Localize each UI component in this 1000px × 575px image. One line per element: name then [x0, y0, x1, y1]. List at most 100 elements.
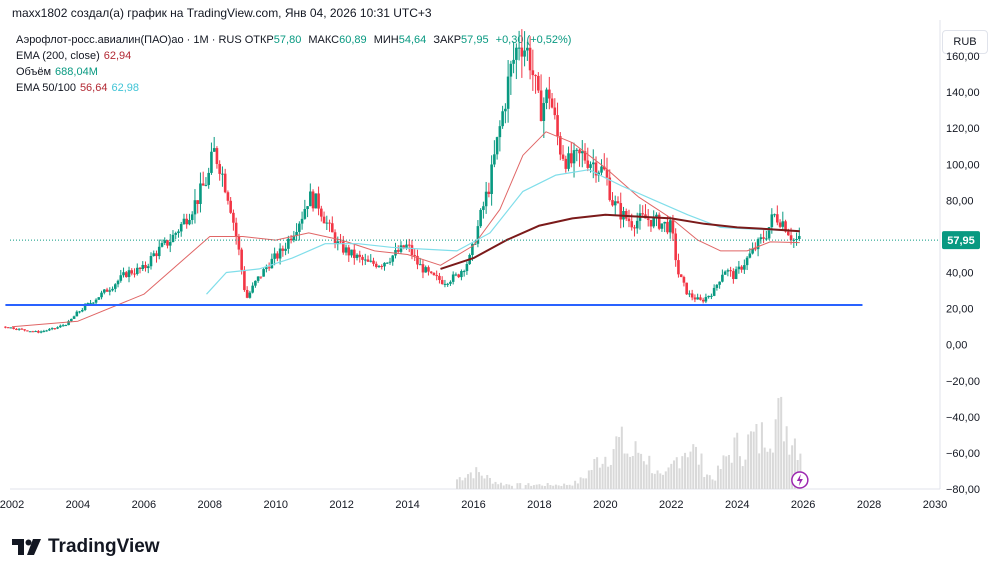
candle-body — [440, 279, 444, 284]
volume-bar — [722, 455, 725, 489]
candle-body — [199, 183, 202, 204]
candle-body — [314, 193, 318, 209]
volume-bar — [499, 482, 502, 489]
candle-body — [427, 267, 430, 272]
candle-body — [443, 283, 447, 285]
candle-body — [553, 107, 557, 116]
candle-body — [210, 151, 213, 173]
volume-bar — [582, 478, 585, 489]
candle-body — [710, 295, 713, 297]
chart-legend: Аэрофлот-росс.авиалин(ПАО)ао · 1M · RUS … — [16, 32, 571, 96]
candle-body — [103, 289, 106, 293]
candle-body — [402, 245, 406, 249]
volume-label: Объём — [16, 66, 52, 78]
candle-body — [635, 220, 639, 229]
candle-body — [542, 103, 546, 122]
volume-bar — [733, 437, 736, 489]
candle-body — [707, 295, 710, 298]
candle-body — [116, 280, 120, 285]
candle-body — [130, 270, 134, 274]
candle-body — [61, 325, 65, 327]
candle-body — [424, 267, 428, 273]
legend-ohlc-row[interactable]: Аэрофлот-росс.авиалин(ПАО)ао · 1M · RUS … — [16, 32, 571, 48]
tradingview-logo[interactable]: TradingView — [12, 536, 160, 558]
volume-bar — [458, 477, 461, 489]
candle-body — [641, 213, 645, 215]
symbol-name[interactable]: Аэрофлот-росс.авиалин(ПАО)ао · 1M · RUS — [16, 34, 242, 46]
candle-body — [762, 237, 765, 239]
y-tick-label: 80,00 — [946, 195, 974, 207]
candle-body — [479, 209, 482, 227]
candle-body — [421, 264, 425, 273]
brand-name: TradingView — [48, 536, 160, 557]
candle-body — [797, 236, 801, 239]
candle-body — [157, 246, 161, 257]
candle-body — [226, 192, 230, 201]
candle-body — [715, 284, 719, 288]
y-tick-label: 0,00 — [946, 340, 967, 352]
candle-body — [699, 297, 702, 300]
candle-body — [4, 326, 7, 328]
candle-body — [649, 219, 653, 227]
candle-body — [457, 274, 460, 278]
candle-body — [37, 331, 40, 333]
candle-body — [704, 297, 708, 302]
candle-body — [86, 303, 90, 305]
candle-body — [745, 257, 749, 266]
x-tick-label: 2014 — [395, 499, 419, 511]
x-tick-label: 2030 — [923, 499, 947, 511]
currency-button[interactable]: RUB — [942, 30, 988, 54]
candle-body — [388, 261, 392, 263]
candle-body — [646, 218, 650, 220]
volume-value: 688,04M — [55, 66, 98, 78]
x-tick-label: 2010 — [263, 499, 287, 511]
candle-body — [619, 203, 623, 220]
candle-body — [270, 258, 274, 269]
candle-body — [509, 63, 513, 77]
legend-ema50-100-row[interactable]: EMA 50/100 56,64 62,98 — [16, 80, 571, 96]
candle-body — [473, 243, 477, 245]
volume-bar — [590, 469, 593, 489]
candle-body — [201, 183, 205, 186]
candle-body — [493, 154, 496, 165]
candle-body — [339, 241, 342, 243]
volume-bar — [752, 431, 755, 489]
candle-body — [12, 327, 15, 329]
candle-body — [429, 271, 433, 273]
candle-body — [306, 206, 309, 210]
x-tick-label: 2002 — [0, 499, 24, 511]
candle-body — [232, 212, 235, 223]
volume-bar — [475, 467, 478, 489]
candle-body — [600, 166, 603, 173]
candle-body — [531, 70, 535, 76]
legend-volume-row[interactable]: Объём 688,04M — [16, 64, 571, 80]
legend-ema200-row[interactable]: EMA (200, close) 62,94 — [16, 48, 571, 64]
volume-bar — [477, 472, 480, 489]
volume-bar — [659, 473, 662, 489]
volume-bar — [637, 452, 640, 489]
candle-body — [559, 136, 562, 155]
lightning-icon — [796, 474, 803, 486]
candle-body — [545, 89, 548, 104]
candle-body — [97, 297, 101, 300]
candle-body — [146, 266, 150, 269]
volume-bar — [793, 438, 796, 489]
candle-body — [652, 216, 656, 227]
volume-bar — [538, 484, 541, 489]
candle-body — [317, 193, 320, 209]
volume-bar — [486, 474, 489, 489]
volume-bar — [524, 484, 527, 489]
volume-bar — [695, 446, 698, 489]
candle-body — [133, 273, 136, 275]
candle-body — [182, 218, 186, 225]
candle-body — [281, 248, 285, 251]
candle-body — [363, 259, 367, 261]
candle-body — [608, 177, 612, 201]
volume-bar — [508, 484, 511, 489]
volume-bar — [620, 426, 623, 489]
candle-body — [383, 262, 386, 267]
volume-bar — [563, 483, 566, 489]
candle-body — [59, 325, 62, 328]
candle-body — [732, 271, 735, 280]
